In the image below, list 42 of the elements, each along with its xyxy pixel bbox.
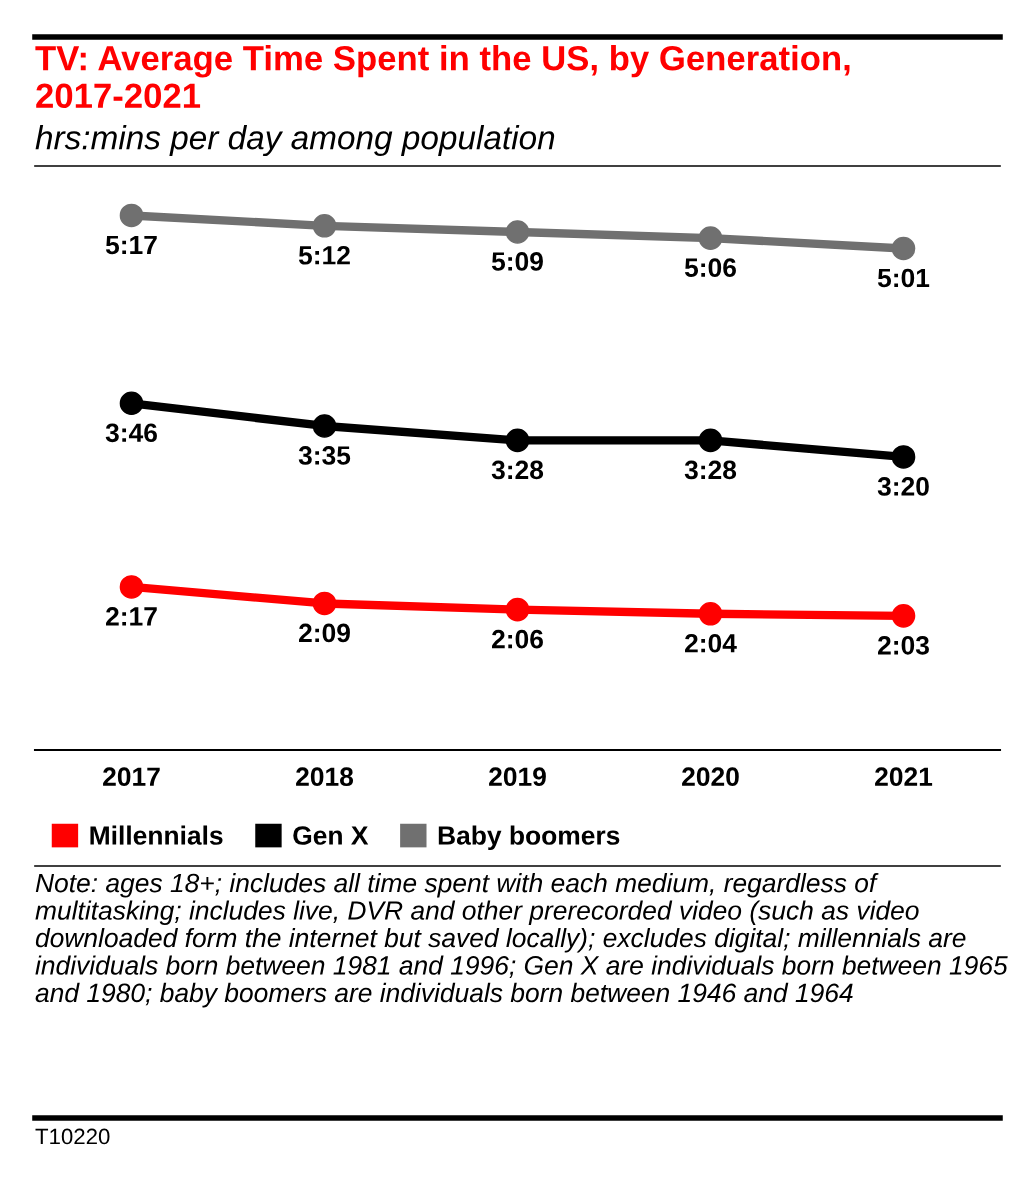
data-label: 2:09 (299, 623, 350, 643)
x-tick-label: 2020 (682, 767, 739, 787)
point (312, 213, 337, 238)
data-label: 3:28 (684, 460, 737, 480)
data-label: 5:06 (684, 258, 736, 277)
data-label: 5:09 (491, 252, 543, 271)
point (505, 220, 530, 244)
x-tick-label: 2019 (489, 767, 546, 787)
chart-title: TV: Average Time Spent in the US, by Generation, 2017-2021 (35, 45, 850, 109)
data-label: 2:03 (878, 635, 929, 655)
point (119, 391, 144, 416)
point (505, 597, 530, 622)
x-tick-label: 2017 (103, 767, 160, 787)
data-label: 3:46 (105, 423, 157, 443)
point (312, 591, 337, 616)
data-label: 2:04 (685, 633, 737, 653)
point (505, 428, 530, 453)
data-label: 2:17 (106, 607, 157, 626)
chart-subtitle: hrs:mins per day among population (35, 125, 555, 157)
text: Note: ages 18+; includes all time spent with each medium, regardless of multitasking; includes live, DVR and other prerecorded video (such as video downloaded form the internet but saved locally); excludes digital; millennials are individuals born between 1981 and 1996; Gen X are individuals born between 1965 and 1980; baby boomers are individuals born between 1946 and 1964 (35, 873, 1008, 1008)
text: T10220 (35, 1128, 110, 1145)
point (698, 428, 723, 453)
legend-label: Baby boomers (438, 825, 620, 851)
x-tick-label: 2018 (296, 767, 354, 787)
data-label: 3:35 (298, 446, 351, 465)
data-label: 5:01 (877, 268, 930, 288)
point (698, 601, 723, 626)
data-label: 2:06 (492, 629, 543, 649)
data-label: 3:20 (877, 477, 929, 496)
data-label: 5:12 (298, 245, 350, 265)
data-label: 5:17 (105, 235, 157, 255)
point (891, 236, 916, 261)
legend-label: Gen X (293, 826, 369, 845)
data-label: 3:28 (491, 460, 544, 480)
point (891, 445, 916, 469)
point (891, 604, 916, 628)
point (119, 575, 144, 599)
point (119, 203, 144, 228)
point (698, 226, 723, 250)
point (312, 414, 337, 438)
legend-label: Millennials (90, 825, 223, 845)
x-tick-label: 2021 (875, 767, 933, 787)
